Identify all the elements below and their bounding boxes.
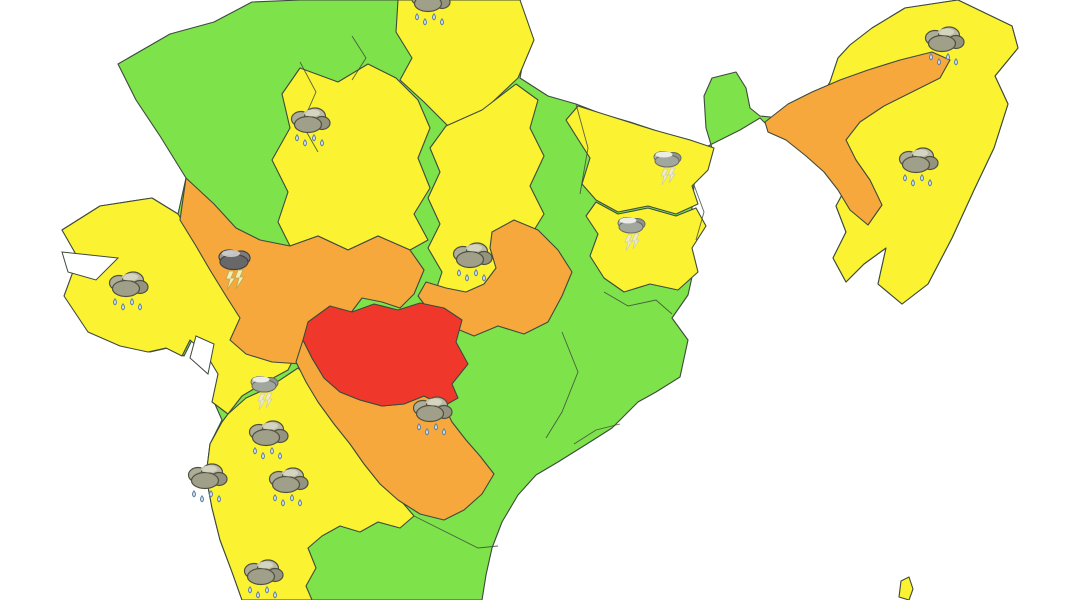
boundary-line (413, 515, 499, 549)
gulf-of-khambhat-inlet (189, 335, 215, 375)
boundary-line (545, 331, 579, 439)
boundary-line (575, 103, 589, 195)
region-bihar (565, 105, 715, 215)
region-layer (61, 0, 1019, 600)
boundary-line (351, 35, 367, 81)
boundary-line (693, 184, 705, 241)
region-assam (764, 51, 951, 226)
boundary-line (299, 61, 319, 153)
region-west-madhya-pradesh (179, 177, 425, 365)
region-east-rajasthan (271, 63, 431, 251)
boundary-line (603, 291, 673, 315)
region-andaman-island (898, 576, 914, 600)
gulf-of-kutch-inlet (61, 251, 120, 281)
region-east-madhya-pradesh (417, 219, 573, 337)
region-jharkhand (585, 201, 707, 293)
internal-boundaries (299, 35, 705, 549)
region-vidarbha (302, 302, 469, 407)
boundary-line (573, 423, 621, 445)
